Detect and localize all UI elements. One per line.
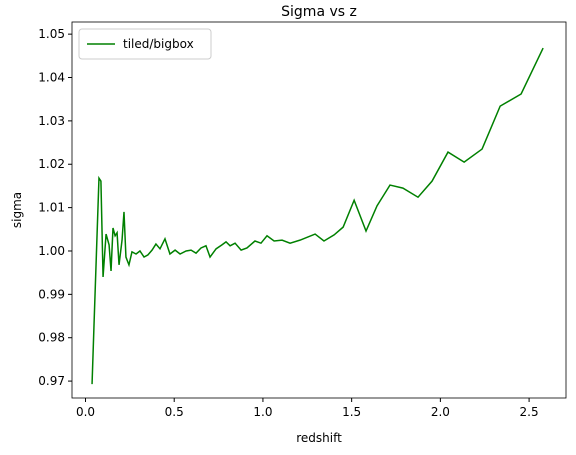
x-axis-label: redshift [296,431,342,445]
legend-label: tiled/bigbox [123,37,194,51]
y-tick-label: 0.97 [38,374,65,388]
chart-title: Sigma vs z [281,4,357,20]
y-tick-label: 1.03 [38,114,65,128]
y-tick-label: 1.05 [38,27,65,41]
x-tick-label: 0.5 [165,405,184,419]
y-tick-label: 0.99 [38,287,65,301]
y-tick-label: 1.01 [38,201,65,215]
x-tick-label: 2.0 [431,405,450,419]
x-tick-label: 1.5 [342,405,361,419]
line-series [91,47,544,385]
x-tick-label: 1.0 [253,405,272,419]
x-tick-label: 2.5 [520,405,539,419]
x-tick-label: 0.0 [76,405,95,419]
y-tick-label: 1.00 [38,244,65,258]
y-tick-label: 0.98 [38,331,65,345]
plot-frame [71,21,567,399]
y-tick-label: 1.02 [38,157,65,171]
y-axis-label: sigma [10,192,24,228]
legend-box [78,28,212,60]
y-tick-label: 1.04 [38,71,65,85]
